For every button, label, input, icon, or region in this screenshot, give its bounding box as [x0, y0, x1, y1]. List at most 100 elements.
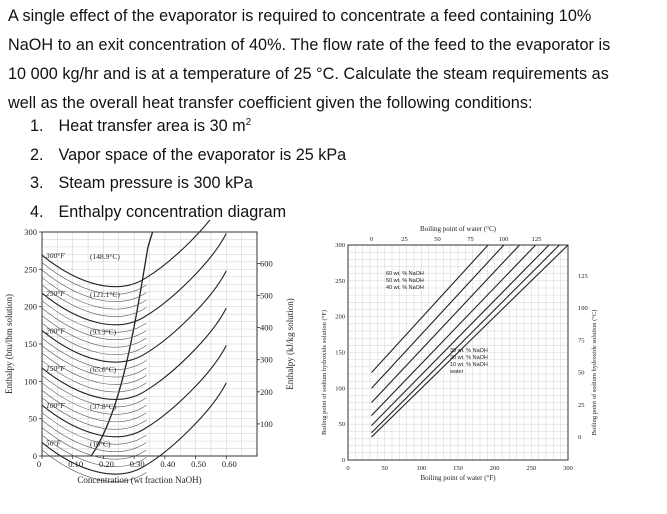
isotherm-minor-line: [41, 322, 147, 355]
problem-line: 10 000 kg/hr and is at a temperature of …: [8, 65, 609, 83]
y2-tick-label: 0: [578, 434, 581, 441]
x-tick-label: 300: [563, 465, 573, 472]
x2-tick-label: 25: [401, 236, 408, 243]
y-tick-label: 50: [29, 414, 38, 424]
y-tick-label: 100: [335, 385, 345, 392]
series-line: [371, 245, 505, 389]
x2-tick-label: 100: [499, 236, 509, 243]
y2-tick-label: 75: [578, 337, 585, 344]
y2-tick-label: 50: [578, 370, 585, 377]
isotherm-minor-line: [41, 352, 147, 385]
y2-axis-label: Boiling point of sodium hydroxide soluti…: [591, 310, 598, 436]
series-line: [371, 245, 550, 426]
list-item: 3. Steam pressure is 300 kPa: [30, 174, 253, 192]
x2-tick-label: 75: [467, 236, 474, 243]
isotherm-minor-line: [41, 397, 147, 430]
x-tick-label: 0.40: [160, 459, 175, 469]
isotherm-minor-line: [41, 449, 147, 482]
y2-axis-label: Enthalpy (kJ/kg solution): [285, 298, 295, 390]
series-line: [371, 245, 489, 373]
y2-tick-label: 100: [578, 305, 588, 312]
series-line: [371, 245, 537, 416]
isotherm-minor-line: [41, 375, 147, 408]
isotherm-label: 300°F: [45, 251, 65, 260]
isotherm-minor-line: [41, 284, 147, 317]
series-line: [371, 245, 561, 434]
solubility-boundary: [90, 231, 154, 457]
isotherm-minor-line: [41, 345, 147, 378]
y2-tick-label: 500: [260, 290, 273, 300]
isotherm-alt-label: (65.6°C): [90, 365, 117, 374]
isotherm-label: 200°F: [46, 327, 65, 336]
list-item: 4. Enthalpy concentration diagram: [30, 202, 287, 221]
x2-tick-label: 125: [532, 236, 542, 243]
isotherm-line: [41, 270, 227, 363]
problem-line: well as the overall heat transfer coeffi…: [8, 94, 533, 112]
x-axis-label: Boiling point of water (°F): [420, 474, 496, 482]
problem-line: NaOH to an exit concentration of 40%. Th…: [8, 36, 611, 54]
x-tick-label: 0: [346, 465, 349, 472]
x-tick-label: 0.10: [68, 459, 83, 469]
isotherm-minor-line: [41, 337, 147, 370]
isotherm-label: 100°F: [46, 401, 65, 410]
legend-label: 60 wt. % NaOH: [386, 271, 424, 277]
conditions-list: 1. Heat transfer area is 30 m2 2. Vapor …: [30, 112, 346, 226]
isotherm-minor-line: [41, 315, 147, 348]
x-tick-label: 0.50: [191, 459, 206, 469]
isotherm-label: 150°F: [46, 364, 65, 373]
isotherm-minor-line: [41, 419, 147, 452]
y-tick-label: 50: [339, 421, 346, 428]
series-line: [371, 245, 568, 438]
x2-tick-label: 0: [370, 236, 373, 243]
y2-tick-label: 125: [578, 273, 588, 280]
isotherm-line: [41, 220, 211, 288]
x2-tick-label: 50: [434, 236, 441, 243]
legend-label: water: [449, 369, 464, 375]
legend-label: 10 wt. % NaOH: [450, 362, 488, 368]
isotherm-line: [41, 345, 227, 438]
series-line: [371, 245, 521, 404]
isotherm-minor-line: [41, 307, 147, 340]
y-tick-label: 0: [33, 451, 37, 461]
isotherm-alt-label: (10°C): [90, 440, 111, 449]
x-tick-label: 0.30: [130, 459, 145, 469]
list-item: 1. Heat transfer area is 30 m2: [30, 117, 252, 135]
isotherm-minor-line: [41, 382, 147, 415]
legend-label: 50 wt. % NaOH: [386, 278, 424, 284]
isotherm-minor-line: [41, 269, 147, 302]
y-tick-label: 200: [335, 314, 345, 321]
chart-top-title: Boiling point of water (°C): [420, 225, 497, 233]
y-tick-label: 250: [24, 264, 37, 274]
y-tick-label: 0: [342, 457, 345, 464]
isotherm-minor-line: [41, 412, 147, 445]
x-tick-label: 0.60: [222, 459, 237, 469]
y-tick-label: 200: [24, 302, 37, 312]
plot-frame: [347, 244, 569, 461]
problem-line: A single effect of the evaporator is req…: [8, 7, 592, 25]
isotherm-minor-line: [41, 277, 147, 310]
x-tick-label: 250: [526, 465, 536, 472]
y-tick-label: 100: [24, 376, 37, 386]
x-tick-label: 0.20: [99, 459, 114, 469]
y2-tick-label: 200: [260, 387, 273, 397]
legend-label: 40 wt. % NaOH: [386, 285, 424, 291]
x-tick-label: 50: [381, 465, 388, 472]
legend-label: 20 wt. % NaOH: [450, 355, 488, 361]
y-tick-label: 150: [24, 339, 37, 349]
x-tick-label: 150: [453, 465, 463, 472]
enthalpy-concentration-chart: 300°F (148.9°C) 250°F (121.1°C) 200°F (93.3°C…: [4, 220, 295, 485]
y-tick-label: 300: [335, 242, 345, 249]
isotherm-alt-label: (148.9°C): [90, 252, 120, 261]
isotherm-minor-line: [41, 434, 147, 467]
y-axis-label: Boiling point of sodium hydroxide soluti…: [321, 310, 328, 435]
y-axis-label: Enthalpy (btu/lbm solution): [4, 294, 14, 394]
y-tick-label: 250: [335, 278, 345, 285]
problem-statement: A single effect of the evaporator is req…: [8, 2, 658, 118]
y2-tick-label: 600: [260, 258, 273, 268]
isotherm-minor-line: [41, 300, 147, 333]
isotherm-line: [41, 382, 227, 475]
isotherm-alt-label: (93.3°C): [90, 328, 117, 337]
isotherm-line: [41, 233, 227, 326]
isotherm-alt-label: (37.8°C): [90, 402, 117, 411]
